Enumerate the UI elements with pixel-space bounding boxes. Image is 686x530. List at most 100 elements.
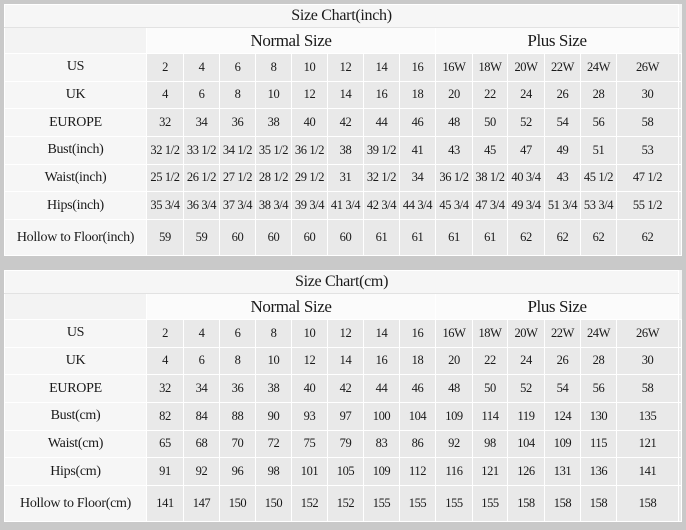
table-cell: 8 bbox=[219, 346, 256, 376]
header-corner bbox=[4, 293, 147, 320]
table-cell: 20W bbox=[507, 319, 545, 348]
group-header-row: Normal Size Plus Size bbox=[4, 293, 682, 320]
table-cell: 131 bbox=[544, 457, 581, 486]
table-cell-empty bbox=[678, 374, 682, 403]
table-cell: 58 bbox=[615, 374, 680, 403]
table-cell: 10 bbox=[255, 346, 292, 376]
table-cell-empty bbox=[678, 135, 682, 165]
table-cell: 114 bbox=[472, 401, 508, 431]
table-cell: 8 bbox=[219, 80, 256, 110]
table-cell: 150 bbox=[219, 485, 256, 522]
table-cell: 27 1/2 bbox=[219, 163, 256, 193]
table-cell: 28 bbox=[580, 346, 617, 376]
table-cell: 45 bbox=[472, 135, 508, 165]
table-cell: 38 bbox=[327, 135, 364, 165]
table-cell: 155 bbox=[363, 485, 400, 522]
table-row: UK 4 6 8 10 12 14 16 18 20 22 24 26 28 30 bbox=[4, 80, 682, 110]
table-cell: 59 bbox=[146, 219, 184, 256]
table-cell: 4 bbox=[183, 53, 220, 82]
table-cell: 109 bbox=[363, 457, 400, 486]
table-cell-empty bbox=[678, 346, 682, 376]
table-cell: 34 bbox=[399, 163, 436, 193]
table-cell: 28 1/2 bbox=[255, 163, 292, 193]
table-cell: 30 bbox=[615, 80, 680, 110]
table-cell: 61 bbox=[472, 219, 508, 256]
table-cell: 158 bbox=[615, 485, 680, 522]
table-cell-empty bbox=[678, 401, 682, 431]
table-cell: 61 bbox=[399, 219, 436, 256]
table-cell: 158 bbox=[507, 485, 545, 522]
size-chart-inch: Size Chart(inch) Normal Size Plus Size US 2 4… bbox=[3, 4, 682, 256]
table-cell: 136 bbox=[580, 457, 617, 486]
table-cell: 109 bbox=[435, 401, 473, 431]
table-cell: 59 bbox=[183, 219, 220, 256]
table-cell: 48 bbox=[435, 108, 473, 137]
table-cell: 16W bbox=[435, 53, 473, 82]
table-cell: 68 bbox=[183, 429, 220, 459]
table-cell: 6 bbox=[219, 319, 256, 348]
table-cell-empty bbox=[678, 191, 682, 220]
table-cell: 48 bbox=[435, 374, 473, 403]
size-table: Size Chart(inch) Normal Size Plus Size US 2 4… bbox=[3, 4, 682, 256]
table-cell: 38 bbox=[255, 374, 292, 403]
table-cell: 26 bbox=[544, 80, 581, 110]
table-cell: 16 bbox=[363, 80, 400, 110]
table-cell: 124 bbox=[544, 401, 581, 431]
table-cell: 152 bbox=[327, 485, 364, 522]
table-cell: 115 bbox=[580, 429, 617, 459]
table-cell: 4 bbox=[146, 346, 184, 376]
table-cell: 121 bbox=[615, 429, 680, 459]
table-cell-empty bbox=[678, 163, 682, 193]
table-cell: 39 3/4 bbox=[291, 191, 328, 220]
row-label: Hips(inch) bbox=[4, 191, 147, 220]
row-label: Waist(cm) bbox=[4, 429, 147, 459]
table-cell: 61 bbox=[435, 219, 473, 256]
table-cell: 12 bbox=[327, 53, 364, 82]
table-cell: 58 bbox=[615, 108, 680, 137]
group-plus-size: Plus Size bbox=[434, 27, 680, 54]
table-cell: 62 bbox=[615, 219, 680, 256]
table-cell: 33 1/2 bbox=[183, 135, 220, 165]
table-cell: 83 bbox=[363, 429, 400, 459]
row-label: US bbox=[4, 319, 147, 348]
table-cell: 155 bbox=[399, 485, 436, 522]
table-cell: 34 1/2 bbox=[219, 135, 256, 165]
table-cell: 6 bbox=[219, 53, 256, 82]
table-cell: 46 bbox=[399, 108, 436, 137]
table-cell: 50 bbox=[472, 374, 508, 403]
table-cell: 53 bbox=[615, 135, 680, 165]
table-cell: 45 1/2 bbox=[580, 163, 617, 193]
table-cell: 28 bbox=[580, 80, 617, 110]
table-cell: 25 1/2 bbox=[146, 163, 184, 193]
row-label: UK bbox=[4, 346, 147, 376]
table-cell: 72 bbox=[255, 429, 292, 459]
table-cell: 36 1/2 bbox=[291, 135, 328, 165]
table-cell: 55 1/2 bbox=[615, 191, 680, 220]
table-cell: 54 bbox=[544, 108, 581, 137]
table-cell: 93 bbox=[291, 401, 328, 431]
table-cell: 34 bbox=[183, 108, 220, 137]
table-cell: 20 bbox=[435, 346, 473, 376]
table-cell: 12 bbox=[291, 346, 328, 376]
table-cell: 46 bbox=[399, 374, 436, 403]
table-cell: 14 bbox=[363, 319, 400, 348]
table-cell: 14 bbox=[363, 53, 400, 82]
table-row: Waist(cm) 65 68 70 72 75 79 83 86 92 98 104 109 115 12… bbox=[4, 429, 682, 459]
table-cell: 35 1/2 bbox=[255, 135, 292, 165]
table-cell: 32 bbox=[146, 374, 184, 403]
table-cell: 20 bbox=[435, 80, 473, 110]
table-cell: 53 3/4 bbox=[580, 191, 617, 220]
table-cell: 6 bbox=[183, 80, 220, 110]
table-cell: 60 bbox=[291, 219, 328, 256]
table-cell: 96 bbox=[219, 457, 256, 486]
table-cell: 121 bbox=[472, 457, 508, 486]
table-cell: 49 bbox=[544, 135, 581, 165]
table-row: UK 4 6 8 10 12 14 16 18 20 22 24 26 28 30 bbox=[4, 346, 682, 376]
table-cell: 43 bbox=[435, 135, 473, 165]
table-cell: 31 bbox=[327, 163, 364, 193]
row-label: Bust(cm) bbox=[4, 401, 147, 431]
table-cell: 60 bbox=[327, 219, 364, 256]
table-cell: 10 bbox=[255, 80, 292, 110]
table-cell: 60 bbox=[219, 219, 256, 256]
table-cell: 36 bbox=[219, 108, 256, 137]
